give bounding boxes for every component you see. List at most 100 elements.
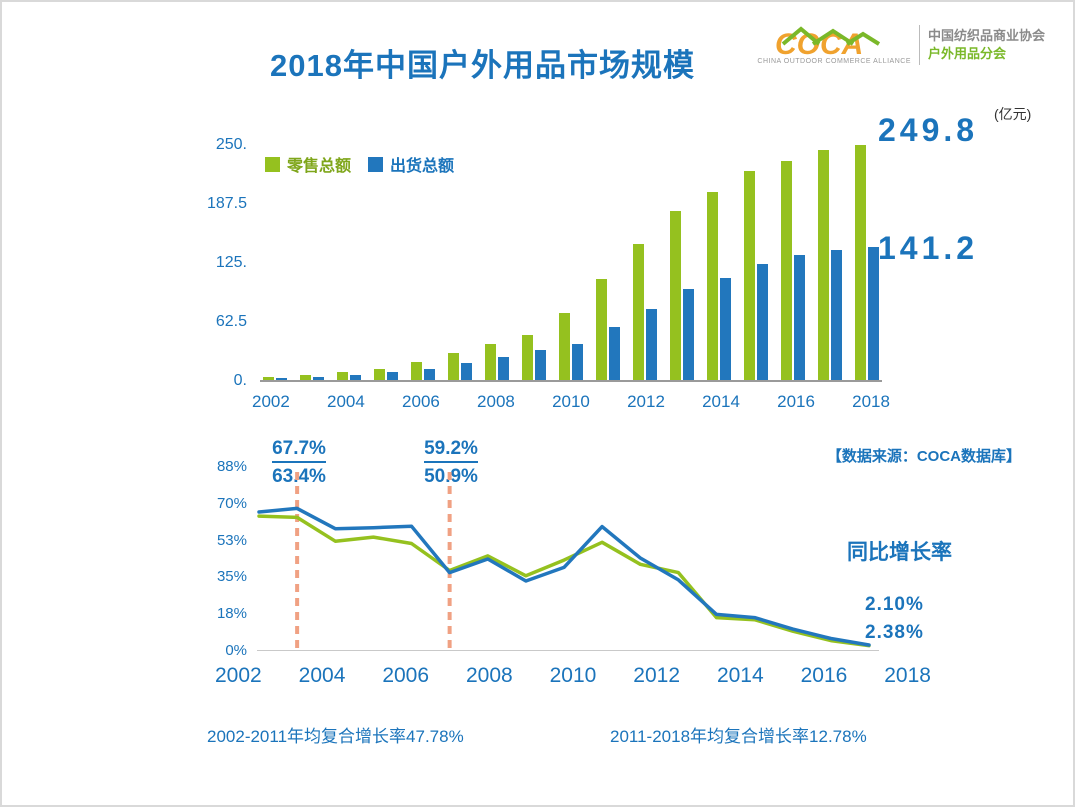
logo-org-text: 中国纺织品商业协会 户外用品分会 <box>928 27 1045 63</box>
bar-retail-2010 <box>559 313 570 380</box>
bar-ytick-4: 0. <box>233 372 247 389</box>
bar-group-2007 <box>448 352 472 380</box>
bar-ytick-1: 187.5 <box>206 195 247 212</box>
line-xtick-0: 2002 <box>215 664 262 687</box>
bar-group-2010 <box>559 313 583 380</box>
page-title: 2018年中国户外用品市场规模 <box>270 48 695 83</box>
bar-ytick-0: 250. <box>215 136 247 153</box>
bar-group-2015 <box>744 171 768 380</box>
bar-shipment-2004 <box>350 375 361 380</box>
line-chart-baseline <box>257 650 879 651</box>
bar-retail-2011 <box>596 279 607 380</box>
bar-chart-plot <box>260 145 882 382</box>
line-ytick-1: 70% <box>216 494 247 512</box>
coca-brand-text: COCA <box>775 28 863 61</box>
bar-retail-2009 <box>522 334 533 380</box>
retail-growth-2018: 2.10% <box>865 594 924 615</box>
unit-label: (亿元) <box>994 106 1032 122</box>
bar-group-2008 <box>485 344 509 380</box>
retail-2018-value: 249.8 <box>878 112 979 148</box>
bar-xtick-1: 2004 <box>327 392 365 411</box>
growth-line-retail <box>257 514 871 648</box>
line-chart-y-axis: 88% 70% 53% 35% 18% 0% <box>187 458 247 659</box>
bar-xtick-3: 2008 <box>477 392 515 411</box>
bar-chart-x-axis: 2002 2004 2006 2008 2010 2012 2014 2016 2018 <box>252 392 890 412</box>
bar-shipment-2011 <box>609 327 620 380</box>
bar-shipment-2002 <box>276 378 287 380</box>
logo-divider <box>918 24 920 65</box>
coca-logo: COCA CHINA OUTDOOR COMMERCE ALLIANCE 中国纺… <box>757 24 1045 65</box>
bar-group-2012 <box>633 243 657 380</box>
data-source-label: 【数据来源：COCA数据库】 <box>826 448 1021 465</box>
bar-shipment-2015 <box>757 264 768 380</box>
legend-swatch-retail <box>265 156 280 172</box>
bar-shipment-2006 <box>424 368 435 380</box>
bar-retail-2016 <box>781 160 792 380</box>
bar-group-2005 <box>374 368 398 380</box>
bar-shipment-2005 <box>387 372 398 380</box>
coca-logo-mark: COCA CHINA OUTDOOR COMMERCE ALLIANCE <box>757 24 911 65</box>
bar-retail-2008 <box>485 344 496 380</box>
annotation-2007: 59.2% 50.9% <box>406 438 496 488</box>
bar-retail-2003 <box>300 375 311 380</box>
bar-retail-2013 <box>670 210 681 380</box>
bar-group-2017 <box>818 149 842 380</box>
coca-tagline: CHINA OUTDOOR COMMERCE ALLIANCE <box>757 58 911 65</box>
legend: 零售总额 出货总额 <box>265 152 454 176</box>
cagr-caption-2002-2011: 2002-2011年均复合增长率47.78% <box>207 727 464 746</box>
coca-brand-icon: COCA <box>775 26 881 61</box>
bar-shipment-2012 <box>646 308 657 380</box>
bar-shipment-2003 <box>313 377 324 380</box>
bar-shipment-2017 <box>831 250 842 380</box>
mountain-icon <box>781 26 881 46</box>
legend-label-shipment: 出货总额 <box>390 158 455 175</box>
bar-xtick-0: 2002 <box>252 392 290 411</box>
legend-label-retail: 零售总额 <box>287 158 352 175</box>
bar-xtick-2: 2006 <box>402 392 440 411</box>
line-ytick-5: 0% <box>225 641 247 659</box>
bar-ytick-3: 62.5 <box>215 313 247 330</box>
bar-shipment-2007 <box>461 363 472 380</box>
bar-xtick-6: 2014 <box>702 392 740 411</box>
bar-group-2002 <box>263 377 287 380</box>
bar-group-2016 <box>781 160 805 380</box>
bar-retail-2005 <box>374 368 385 380</box>
bar-xtick-5: 2012 <box>627 392 665 411</box>
bar-shipment-2013 <box>683 288 694 380</box>
shipment-2018-value: 141.2 <box>878 230 979 266</box>
logo-org-line2: 户外用品分会 <box>927 45 1006 61</box>
line-xtick-1: 2004 <box>298 664 346 687</box>
line-chart-x-axis: 2002 2004 2006 2008 2010 2012 2014 2016 2018 <box>215 664 931 688</box>
bar-chart-y-axis: 250. 187.5 125. 62.5 0. <box>177 136 247 390</box>
bar-group-2013 <box>670 210 694 380</box>
bar-retail-2002 <box>263 377 274 380</box>
line-chart-plot <box>257 467 879 650</box>
bar-group-2018 <box>855 145 879 380</box>
bar-group-2003 <box>300 375 324 380</box>
bar-shipment-2014 <box>720 278 731 380</box>
bar-group-2004 <box>337 372 361 380</box>
bar-ytick-2: 125. <box>215 254 247 271</box>
line-xtick-2: 2006 <box>382 664 430 687</box>
line-ytick-0: 88% <box>216 458 247 475</box>
bar-retail-2015 <box>744 171 755 380</box>
bar-shipment-2018 <box>868 247 879 380</box>
shipment-growth-2018: 2.38% <box>865 622 924 643</box>
logo-org-line1: 中国纺织品商业协会 <box>927 27 1045 43</box>
line-xtick-6: 2014 <box>716 664 764 687</box>
bar-retail-2017 <box>818 149 829 380</box>
growth-line-shipment <box>257 506 871 647</box>
bar-xtick-7: 2016 <box>777 392 815 411</box>
growth-rate-label: 同比增长率 <box>847 541 952 564</box>
cagr-caption-2011-2018: 2011-2018年均复合增长率12.78% <box>610 727 867 746</box>
bar-retail-2006 <box>411 362 422 380</box>
annotation-2007-shipment: 59.2% <box>424 438 478 463</box>
bar-retail-2014 <box>707 192 718 380</box>
bar-shipment-2016 <box>794 254 805 380</box>
line-xtick-7: 2016 <box>800 664 848 687</box>
bar-group-2011 <box>596 279 620 380</box>
bar-xtick-8: 2018 <box>852 392 890 411</box>
line-ytick-3: 35% <box>216 568 247 586</box>
bar-shipment-2009 <box>535 349 546 380</box>
bar-shipment-2010 <box>572 344 583 380</box>
